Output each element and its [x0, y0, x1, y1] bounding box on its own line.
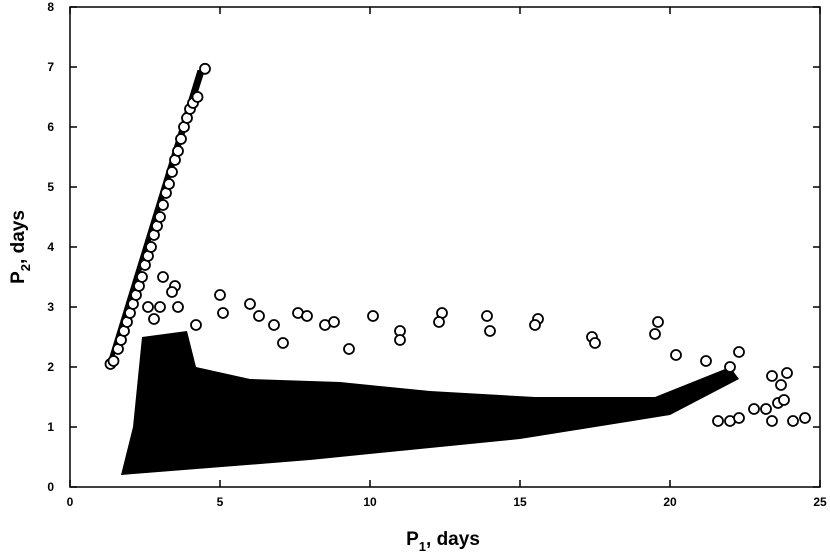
data-point: [766, 415, 778, 427]
data-point: [199, 62, 211, 75]
data-point: [136, 271, 148, 283]
y-tick-label: 8: [47, 0, 54, 14]
data-point: [733, 412, 745, 424]
data-point: [145, 241, 157, 253]
data-point: [301, 310, 313, 322]
data-point: [760, 403, 772, 415]
data-point: [172, 145, 184, 157]
data-point: [481, 310, 493, 322]
data-point: [589, 337, 601, 349]
data-point: [433, 316, 445, 328]
data-point: [799, 412, 811, 424]
x-tick-label: 25: [813, 495, 827, 509]
data-point: [175, 133, 187, 145]
data-point: [775, 379, 787, 391]
data-point: [277, 337, 289, 349]
y-tick-label: 0: [47, 480, 54, 494]
data-point: [649, 328, 661, 340]
data-point: [190, 319, 202, 331]
data-point: [778, 394, 790, 406]
y-tick-label: 4: [47, 240, 54, 254]
scatter-points: [104, 62, 811, 427]
y-tick-label: 2: [47, 360, 54, 374]
data-point: [670, 349, 682, 361]
y-tick-label: 7: [47, 60, 54, 74]
data-point: [244, 298, 256, 310]
y-axis-ticks: 0 1 2 3 4 5 6 7 8: [47, 0, 820, 494]
data-point: [748, 403, 760, 415]
data-point: [163, 178, 175, 190]
data-point: [766, 370, 778, 382]
x-tick-label: 0: [67, 495, 74, 509]
x-tick-label: 10: [363, 495, 377, 509]
data-point: [343, 343, 355, 355]
x-axis-label: P1, days: [406, 529, 480, 554]
data-point: [652, 316, 664, 328]
data-point: [217, 307, 229, 319]
y-tick-label: 1: [47, 420, 54, 434]
data-point: [394, 334, 406, 346]
dense-cloud: [121, 331, 739, 475]
x-tick-label: 20: [663, 495, 677, 509]
y-tick-label: 5: [47, 180, 54, 194]
data-point: [107, 355, 120, 367]
data-point: [148, 313, 160, 325]
data-point: [166, 286, 178, 298]
data-point: [154, 301, 166, 313]
x-axis-ticks: 0 5 10 15 20 25: [67, 7, 827, 509]
data-point: [172, 301, 184, 313]
data-point: [781, 367, 793, 379]
data-point: [787, 415, 799, 427]
data-point: [484, 325, 496, 337]
x-tick-label: 15: [513, 495, 527, 509]
data-point: [712, 415, 724, 427]
data-point: [157, 199, 169, 211]
data-point: [268, 319, 280, 331]
dense-points-region: [109, 70, 739, 475]
data-point: [157, 271, 169, 283]
data-point: [191, 91, 204, 103]
data-point: [214, 289, 226, 301]
data-point: [724, 361, 736, 373]
y-tick-label: 6: [47, 120, 54, 134]
data-point: [733, 346, 745, 358]
data-point: [700, 355, 712, 367]
data-point: [328, 316, 340, 328]
data-point: [166, 166, 178, 178]
x-tick-label: 5: [217, 495, 224, 509]
data-point: [367, 310, 379, 322]
data-point: [142, 301, 154, 313]
y-tick-label: 3: [47, 300, 54, 314]
data-point: [253, 310, 265, 322]
y-axis-label: P2, days: [8, 210, 33, 284]
data-point: [529, 319, 541, 331]
data-point: [154, 211, 166, 223]
